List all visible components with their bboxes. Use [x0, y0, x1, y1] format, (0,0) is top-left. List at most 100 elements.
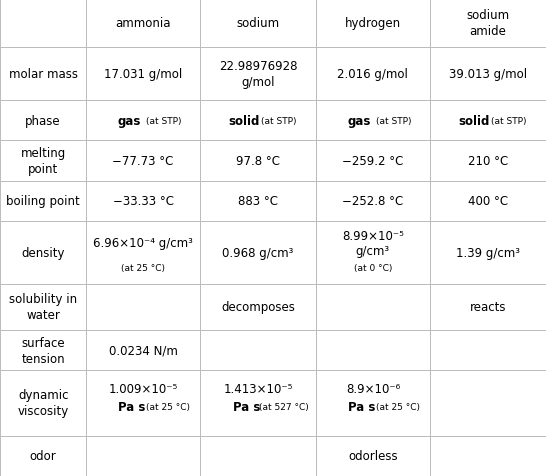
Text: surface
tension: surface tension	[21, 336, 65, 365]
Bar	[316, 330, 430, 370]
Bar	[430, 436, 546, 476]
Text: odorless: odorless	[348, 449, 397, 462]
Bar	[0, 330, 86, 370]
Bar	[0, 0, 86, 48]
Bar	[430, 222, 546, 284]
Bar	[316, 284, 430, 330]
Text: Pa s: Pa s	[348, 400, 375, 413]
Bar	[430, 101, 546, 141]
Bar	[0, 222, 86, 284]
Bar	[316, 101, 430, 141]
Text: 97.8 °C: 97.8 °C	[236, 155, 280, 168]
Text: ammonia: ammonia	[115, 17, 171, 30]
Bar	[200, 101, 316, 141]
Bar	[200, 48, 316, 101]
Text: melting
point: melting point	[21, 147, 66, 176]
Text: decomposes: decomposes	[221, 300, 295, 314]
Text: hydrogen: hydrogen	[345, 17, 401, 30]
Text: (at STP): (at STP)	[261, 117, 296, 125]
Bar	[430, 48, 546, 101]
Bar	[200, 370, 316, 436]
Bar	[200, 181, 316, 222]
Text: 22.98976928
g/mol: 22.98976928 g/mol	[219, 60, 297, 89]
Text: gas: gas	[348, 114, 371, 128]
Text: −259.2 °C: −259.2 °C	[342, 155, 403, 168]
Text: reacts: reacts	[470, 300, 506, 314]
Bar	[316, 0, 430, 48]
Text: sodium: sodium	[236, 17, 280, 30]
Text: −33.33 °C: −33.33 °C	[112, 195, 174, 208]
Text: 6.96×10⁻⁴ g/cm³: 6.96×10⁻⁴ g/cm³	[93, 237, 193, 250]
Text: 1.009×10⁻⁵: 1.009×10⁻⁵	[109, 382, 177, 395]
Text: Pa s: Pa s	[233, 400, 260, 413]
Bar	[200, 141, 316, 181]
Text: (at 0 °C): (at 0 °C)	[354, 264, 392, 273]
Bar	[430, 370, 546, 436]
Bar	[86, 48, 200, 101]
Text: molar mass: molar mass	[9, 68, 78, 80]
Bar	[200, 222, 316, 284]
Text: sodium
amide: sodium amide	[466, 9, 509, 38]
Text: density: density	[21, 247, 65, 259]
Bar	[316, 141, 430, 181]
Bar	[0, 284, 86, 330]
Text: 210 °C: 210 °C	[468, 155, 508, 168]
Bar	[86, 101, 200, 141]
Bar	[200, 0, 316, 48]
Text: 39.013 g/mol: 39.013 g/mol	[449, 68, 527, 80]
Text: solid: solid	[228, 114, 260, 128]
Bar	[0, 370, 86, 436]
Text: boiling point: boiling point	[6, 195, 80, 208]
Bar	[316, 48, 430, 101]
Bar	[86, 330, 200, 370]
Text: −252.8 °C: −252.8 °C	[342, 195, 403, 208]
Bar	[430, 284, 546, 330]
Bar	[430, 0, 546, 48]
Text: gas: gas	[118, 114, 141, 128]
Bar	[200, 436, 316, 476]
Bar	[0, 436, 86, 476]
Bar	[200, 330, 316, 370]
Text: 1.39 g/cm³: 1.39 g/cm³	[456, 247, 520, 259]
Bar	[0, 101, 86, 141]
Bar	[86, 181, 200, 222]
Text: (at 25 °C): (at 25 °C)	[376, 402, 420, 411]
Bar	[86, 222, 200, 284]
Text: 17.031 g/mol: 17.031 g/mol	[104, 68, 182, 80]
Bar	[316, 222, 430, 284]
Text: 0.968 g/cm³: 0.968 g/cm³	[222, 247, 294, 259]
Text: 8.99×10⁻⁵
g/cm³: 8.99×10⁻⁵ g/cm³	[342, 229, 404, 258]
Text: 0.0234 N/m: 0.0234 N/m	[109, 344, 177, 357]
Bar	[316, 370, 430, 436]
Text: 883 °C: 883 °C	[238, 195, 278, 208]
Text: solid: solid	[458, 114, 490, 128]
Text: −77.73 °C: −77.73 °C	[112, 155, 174, 168]
Text: Pa s: Pa s	[118, 400, 145, 413]
Bar	[430, 330, 546, 370]
Bar	[0, 48, 86, 101]
Text: (at 527 °C): (at 527 °C)	[259, 402, 308, 411]
Text: solubility in
water: solubility in water	[9, 293, 77, 321]
Text: (at STP): (at STP)	[146, 117, 181, 125]
Bar	[316, 436, 430, 476]
Text: 400 °C: 400 °C	[468, 195, 508, 208]
Text: odor: odor	[30, 449, 56, 462]
Bar	[86, 141, 200, 181]
Text: 8.9×10⁻⁶: 8.9×10⁻⁶	[346, 382, 400, 395]
Bar	[430, 181, 546, 222]
Text: (at 25 °C): (at 25 °C)	[121, 264, 165, 273]
Bar	[316, 181, 430, 222]
Bar	[0, 181, 86, 222]
Text: 2.016 g/mol: 2.016 g/mol	[337, 68, 408, 80]
Text: (at 25 °C): (at 25 °C)	[146, 402, 190, 411]
Bar	[200, 284, 316, 330]
Text: (at STP): (at STP)	[491, 117, 526, 125]
Text: phase: phase	[25, 114, 61, 128]
Bar	[86, 284, 200, 330]
Bar	[430, 141, 546, 181]
Bar	[86, 0, 200, 48]
Text: dynamic
viscosity: dynamic viscosity	[17, 388, 69, 417]
Text: (at STP): (at STP)	[376, 117, 411, 125]
Bar	[86, 436, 200, 476]
Bar	[86, 370, 200, 436]
